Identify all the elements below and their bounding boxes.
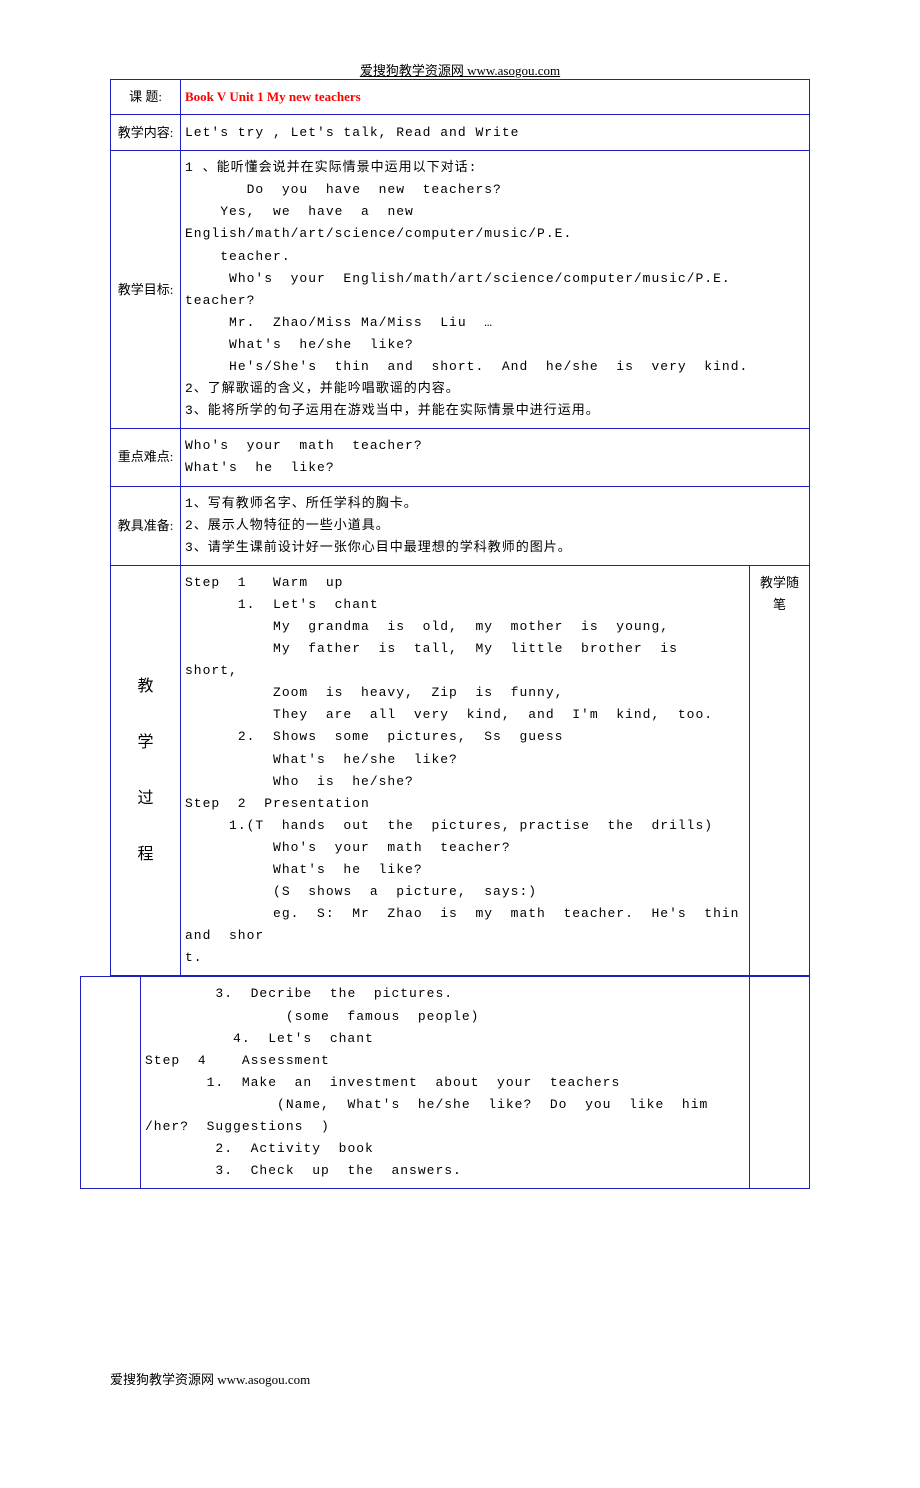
process-value: Step 1 Warm up 1. Let's chant My grandma… xyxy=(185,572,745,970)
content-value-cell: Let's try , Let's talk, Read and Write xyxy=(181,115,810,151)
prep-label: 教具准备: xyxy=(111,486,181,565)
objectives-value-cell: 1 、能听懂会说并在实际情景中运用以下对话: Do you have new t… xyxy=(181,151,810,429)
keypoints-value-cell: Who's your math teacher? What's he like? xyxy=(181,429,810,486)
content-value: Let's try , Let's talk, Read and Write xyxy=(185,125,519,140)
notes-label: 教学随笔 xyxy=(750,565,810,976)
continuation-value: 3. Decribe the pictures. (some famous pe… xyxy=(145,983,745,1182)
continuation-table: 3. Decribe the pictures. (some famous pe… xyxy=(80,976,810,1189)
prep-value: 1、写有教师名字、所任学科的胸卡。 2、展示人物特征的一些小道具。 3、请学生课… xyxy=(185,493,805,559)
prep-value-cell: 1、写有教师名字、所任学科的胸卡。 2、展示人物特征的一些小道具。 3、请学生课… xyxy=(181,486,810,565)
title-value-cell: Book V Unit 1 My new teachers xyxy=(181,80,810,115)
title-label: 课 题: xyxy=(111,80,181,115)
process-label: 教学过程 xyxy=(111,565,181,976)
content-row: 教学内容: Let's try , Let's talk, Read and W… xyxy=(111,115,810,151)
prep-row: 教具准备: 1、写有教师名字、所任学科的胸卡。 2、展示人物特征的一些小道具。 … xyxy=(111,486,810,565)
process-value-cell: Step 1 Warm up 1. Let's chant My grandma… xyxy=(181,565,750,976)
title-value: Book V Unit 1 My new teachers xyxy=(185,89,361,104)
objectives-value: 1 、能听懂会说并在实际情景中运用以下对话: Do you have new t… xyxy=(185,157,805,422)
keypoints-label: 重点难点: xyxy=(111,429,181,486)
continuation-left xyxy=(81,977,141,1189)
lesson-plan-table: 课 题: Book V Unit 1 My new teachers 教学内容:… xyxy=(110,79,810,976)
process-row: 教学过程 Step 1 Warm up 1. Let's chant My gr… xyxy=(111,565,810,976)
content-label: 教学内容: xyxy=(111,115,181,151)
keypoints-value: Who's your math teacher? What's he like? xyxy=(185,435,805,479)
header: 爱搜狗教学资源网 www.asogou.com xyxy=(110,60,810,79)
objectives-row: 教学目标: 1 、能听懂会说并在实际情景中运用以下对话: Do you have… xyxy=(111,151,810,429)
keypoints-row: 重点难点: Who's your math teacher? What's he… xyxy=(111,429,810,486)
continuation-row: 3. Decribe the pictures. (some famous pe… xyxy=(81,977,810,1189)
continuation-value-cell: 3. Decribe the pictures. (some famous pe… xyxy=(141,977,750,1189)
footer: 爱搜狗教学资源网 www.asogou.com xyxy=(110,1369,810,1388)
title-row: 课 题: Book V Unit 1 My new teachers xyxy=(111,80,810,115)
objectives-label: 教学目标: xyxy=(111,151,181,429)
continuation-right xyxy=(750,977,810,1189)
